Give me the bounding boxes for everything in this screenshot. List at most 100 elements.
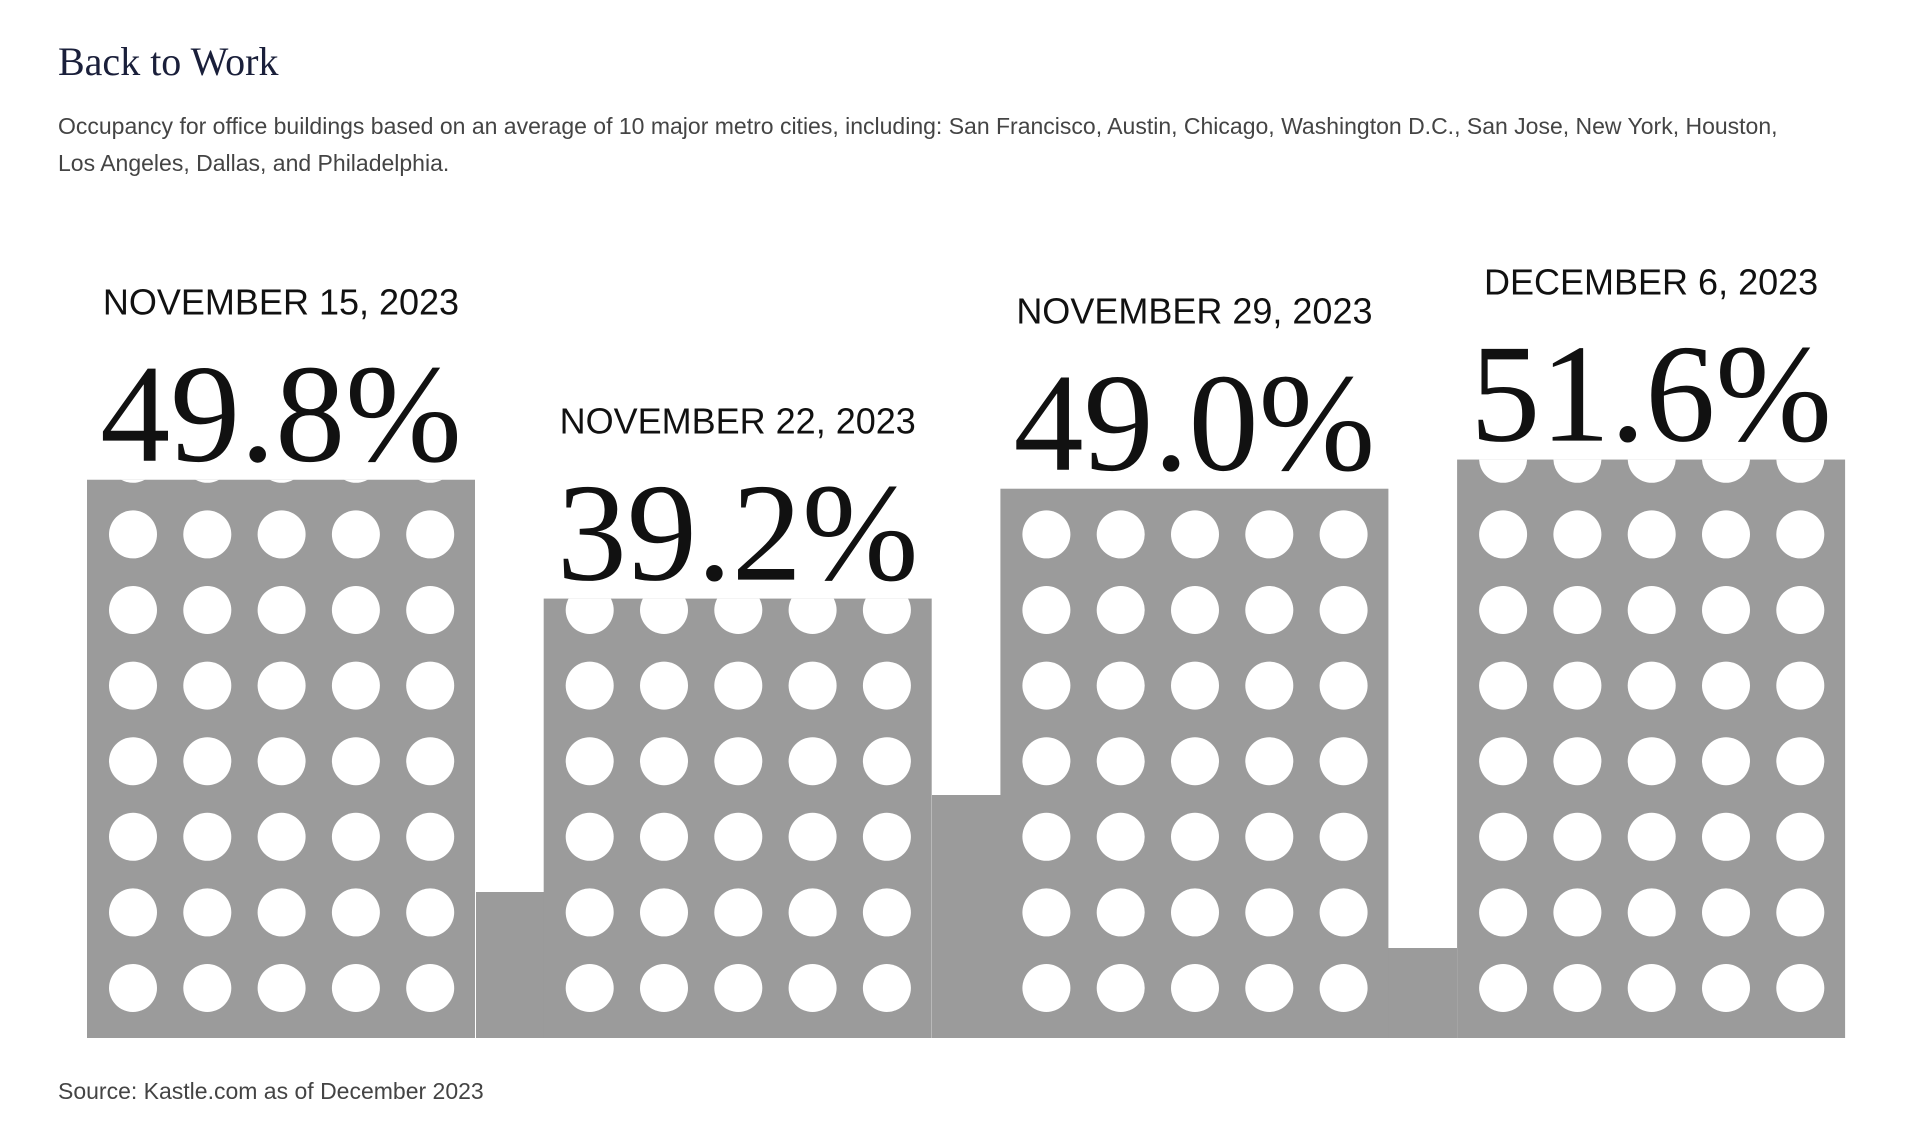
window (1022, 661, 1071, 710)
window (714, 888, 763, 937)
window (1319, 586, 1368, 634)
window (183, 737, 232, 786)
window (1776, 459, 1825, 483)
window (406, 661, 455, 710)
window (257, 812, 306, 861)
window (1479, 737, 1528, 786)
chart-subtitle: Occupancy for office buildings based on … (58, 113, 1778, 176)
window (183, 586, 232, 634)
window (1553, 812, 1602, 861)
window (640, 812, 688, 861)
window (1096, 510, 1145, 559)
window (1245, 964, 1294, 1012)
window (1776, 737, 1825, 786)
window (1096, 964, 1145, 1012)
window (1319, 510, 1368, 559)
value-label: 39.2% (557, 456, 919, 611)
window (109, 812, 157, 861)
window (1627, 586, 1676, 634)
window (183, 812, 232, 861)
window (788, 812, 837, 861)
window (1776, 661, 1825, 710)
value-label: 49.8% (100, 337, 462, 492)
window (1171, 964, 1219, 1012)
window (1553, 737, 1602, 786)
window (257, 661, 306, 710)
window (1627, 661, 1676, 710)
window (640, 888, 688, 937)
window (1479, 964, 1528, 1012)
window (1319, 964, 1368, 1012)
window (331, 586, 380, 634)
window (1776, 888, 1825, 937)
window (331, 661, 380, 710)
window (1096, 812, 1145, 861)
window (109, 510, 157, 559)
window (331, 888, 380, 937)
window (1245, 737, 1294, 786)
window (331, 812, 380, 861)
window (1171, 888, 1219, 937)
window (1702, 964, 1750, 1012)
window (1479, 459, 1528, 483)
windows (109, 479, 455, 1012)
window (406, 888, 455, 937)
window (1171, 586, 1219, 634)
window (1022, 737, 1071, 786)
window (109, 737, 157, 786)
window (1776, 964, 1825, 1012)
window (1553, 459, 1602, 483)
window (1479, 812, 1528, 861)
window (257, 586, 306, 634)
window (714, 661, 763, 710)
window (109, 661, 157, 710)
window (1776, 812, 1825, 861)
window (1627, 737, 1676, 786)
window (1702, 812, 1750, 861)
window (1627, 888, 1676, 937)
windows (1479, 459, 1825, 1012)
window (109, 586, 157, 634)
window (565, 598, 614, 634)
window (406, 812, 455, 861)
window (1776, 586, 1825, 634)
window (1022, 510, 1071, 559)
window (1022, 586, 1071, 634)
window (1553, 888, 1602, 937)
window (1479, 661, 1528, 710)
window (565, 964, 614, 1012)
window (1319, 661, 1368, 710)
category-label: NOVEMBER 15, 2023 (103, 282, 459, 323)
window (1479, 510, 1528, 559)
window (183, 888, 232, 937)
window (1096, 586, 1145, 634)
window (1627, 964, 1676, 1012)
window (788, 737, 837, 786)
window (714, 598, 763, 634)
window (565, 812, 614, 861)
window (565, 888, 614, 937)
window (788, 598, 837, 634)
value-label: 49.0% (1014, 346, 1376, 501)
window (1319, 737, 1368, 786)
window (862, 737, 911, 786)
window (1096, 661, 1145, 710)
windows (1022, 510, 1368, 1012)
window (1702, 737, 1750, 786)
window (862, 812, 911, 861)
connector (476, 892, 545, 1038)
window (1702, 888, 1750, 937)
category-label: DECEMBER 6, 2023 (1484, 262, 1818, 303)
window (1171, 661, 1219, 710)
window (418, 479, 442, 483)
window (714, 737, 763, 786)
window (1022, 888, 1071, 937)
value-label: 51.6% (1470, 317, 1832, 472)
window (257, 737, 306, 786)
window (406, 510, 455, 559)
window (1627, 812, 1676, 861)
window (1245, 888, 1294, 937)
connector (1387, 948, 1457, 1038)
window (1553, 964, 1602, 1012)
